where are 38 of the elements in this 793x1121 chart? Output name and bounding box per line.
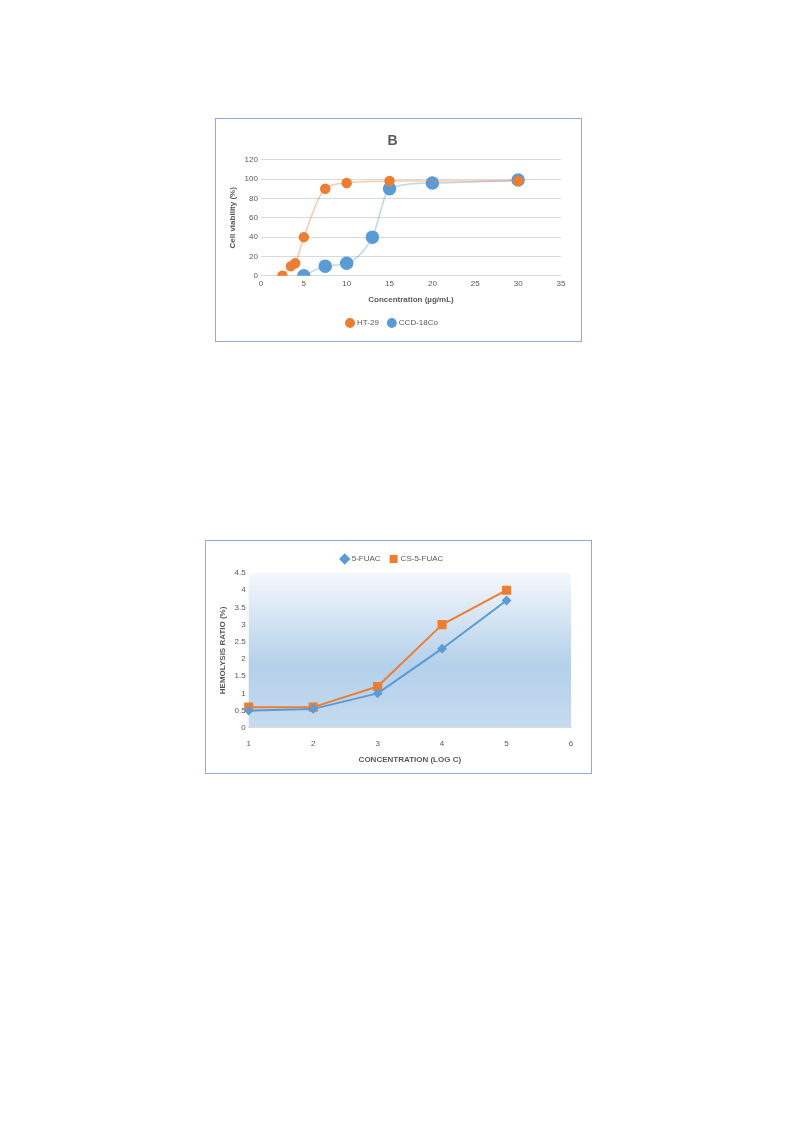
x-tick-label: 20 [427,278,438,288]
y-tick-label: 0.5 [234,705,247,715]
x-axis-title: Concentration (µg/mL) [368,295,455,305]
y-tick-label: 120 [244,155,259,164]
y-tick-label: 100 [244,174,259,184]
x-tick-label: 35 [556,278,566,288]
y-tick-label: 60 [249,213,259,222]
chart-title: B [387,132,398,149]
y-tick-label: 4 [241,585,247,595]
y-axis-title: HEMOLYSIS RATIO (%) [218,606,227,695]
y-tick-label: 1 [241,688,247,698]
y-tick-label: 40 [249,232,259,242]
x-tick-label: 5 [504,738,510,748]
x-tick-label: 3 [375,738,381,748]
y-tick-label: 0 [241,723,247,732]
legend-label: CS-5-FUAC [400,554,444,564]
x-tick-label: 10 [342,278,352,288]
x-axis-title: CONCENTRATION (LOG C) [358,755,462,765]
y-tick-label: 1.5 [234,671,247,681]
x-tick-label: 15 [385,278,395,288]
y-tick-label: 2 [241,654,247,664]
x-tick-label: 2 [310,738,316,748]
x-tick-label: 5 [301,278,307,288]
y-tick-label: 4.5 [234,568,247,578]
legend-label: CCD-18Co [398,318,439,328]
x-tick-label: 4 [439,738,445,748]
y-tick-label: 20 [249,251,259,261]
x-tick-label: 30 [513,278,524,288]
y-tick-label: 3 [241,619,247,629]
y-tick-label: 3.5 [234,602,247,612]
y-tick-label: 0 [253,271,259,280]
x-tick-label: 6 [568,738,574,748]
y-tick-label: 2.5 [234,637,247,646]
y-tick-label: 80 [249,193,259,203]
legend-label: 5-FUAC [351,554,381,564]
y-axis-title: Cell viability (%) [228,186,237,249]
legend-label: HT-29 [357,318,380,328]
x-tick-label: 25 [470,278,481,288]
